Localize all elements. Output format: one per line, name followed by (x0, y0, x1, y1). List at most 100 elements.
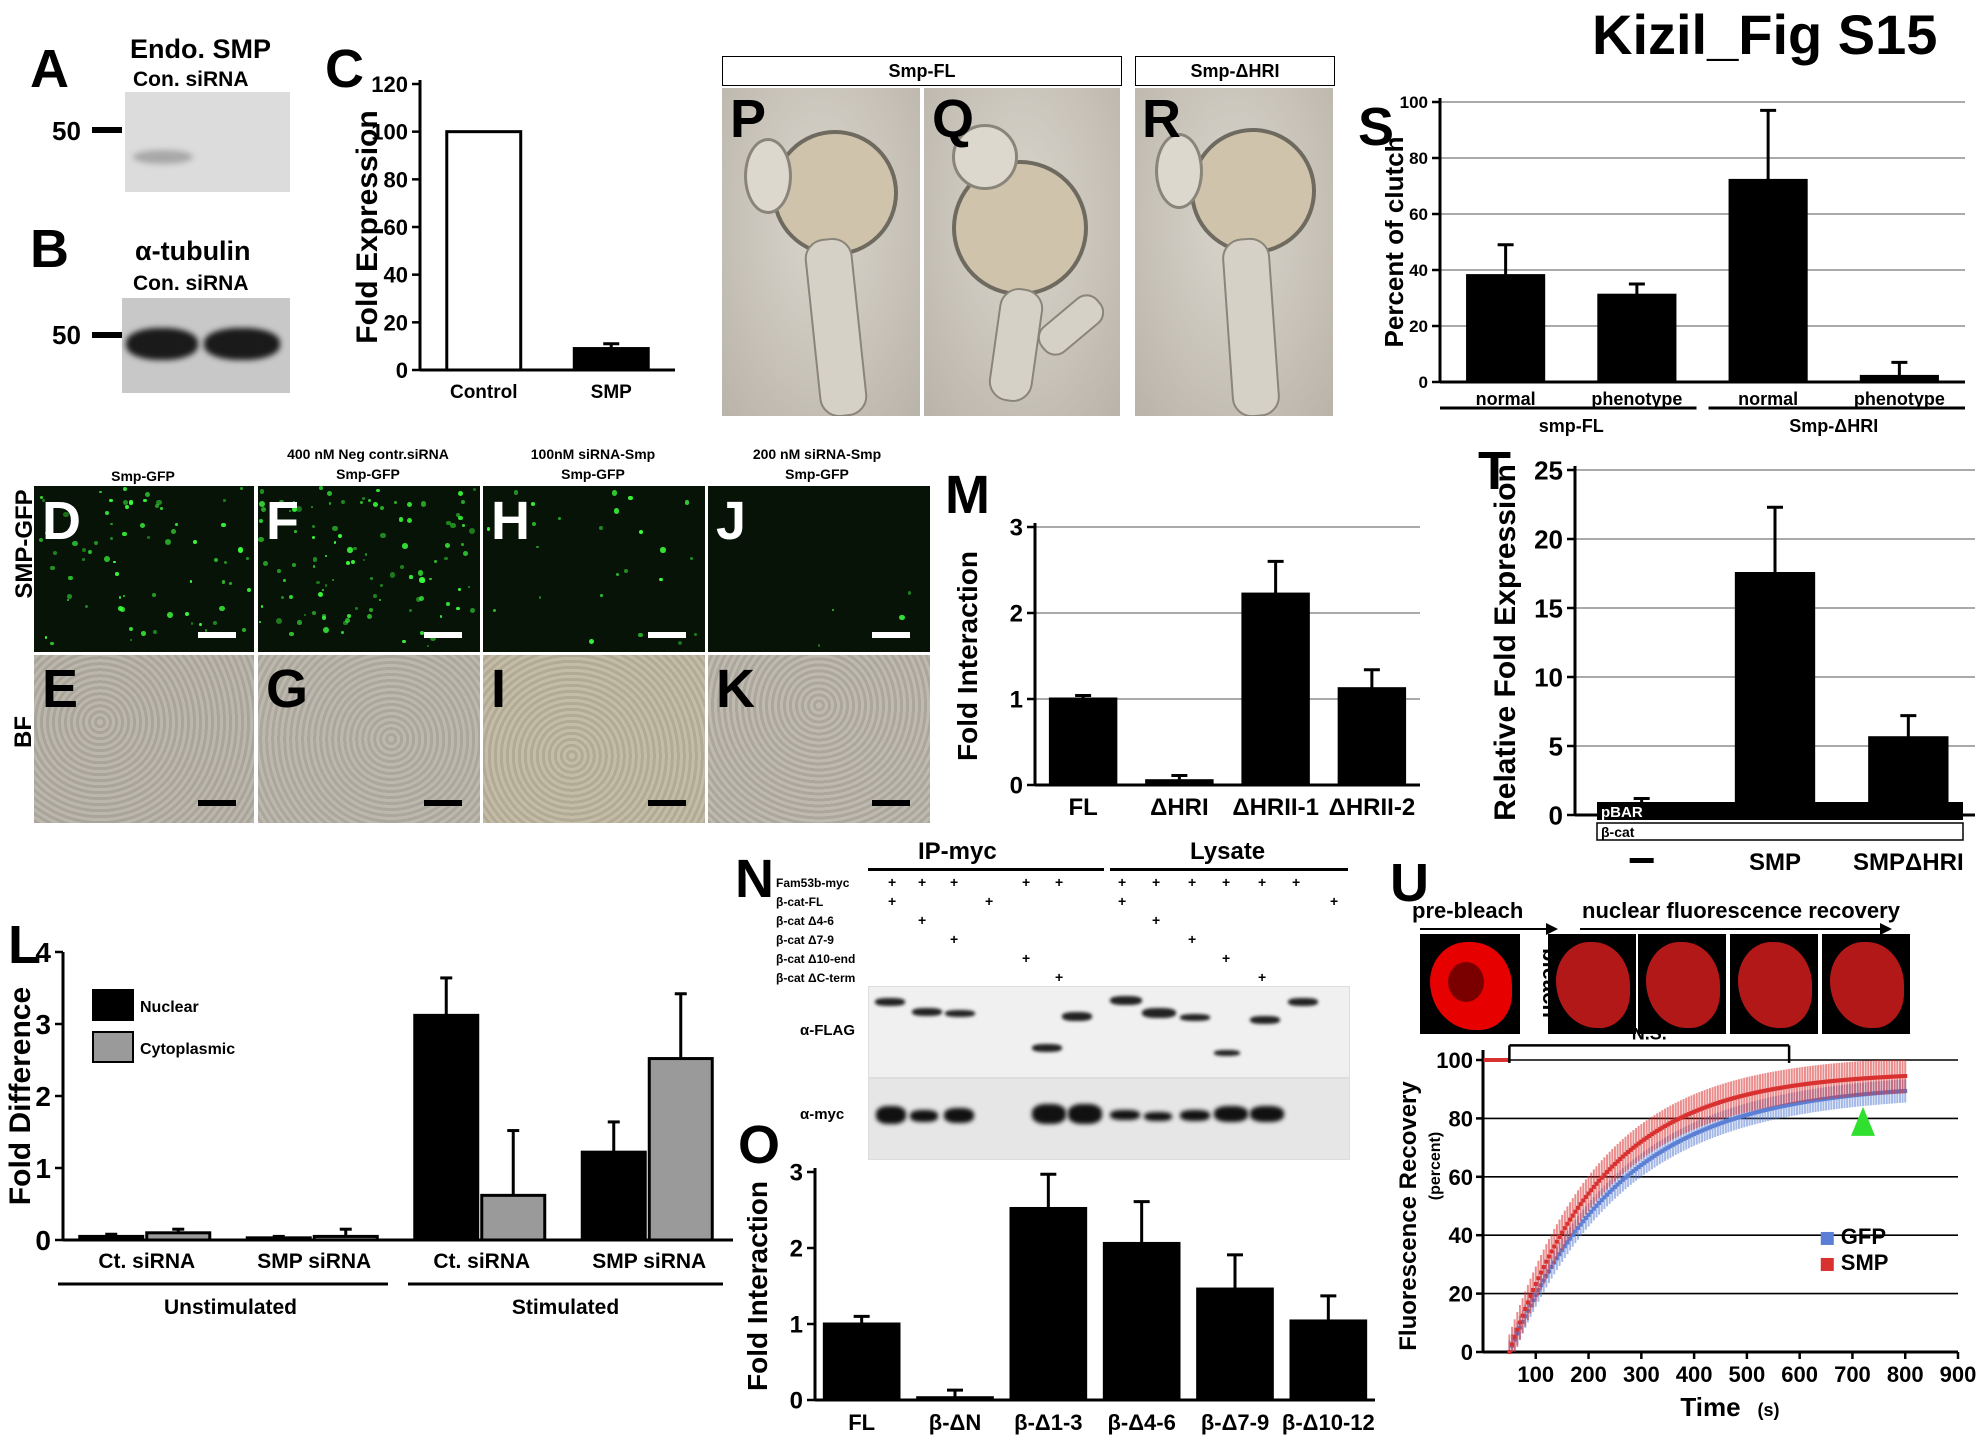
data-point-smp (1721, 1099, 1726, 1104)
gfp-speckle (486, 527, 491, 531)
gfp-speckle (39, 537, 44, 542)
x-tick-label: SMP siRNA (592, 1250, 706, 1273)
header-d: Smp-GFP (111, 468, 175, 484)
data-point-smp (1882, 1075, 1887, 1080)
gfp-speckle (326, 490, 332, 496)
y-tick-label: 3 (35, 1009, 51, 1040)
gfp-speckle (190, 622, 194, 625)
gfp-speckle (312, 611, 316, 615)
y-tick-label: 2 (35, 1081, 51, 1112)
y-tick-label: 100 (1436, 1048, 1473, 1073)
legend-swatch (1820, 1231, 1834, 1245)
data-point-smp (1515, 1327, 1520, 1332)
blot-n-plus: + (1055, 874, 1064, 890)
gfp-speckle (321, 588, 325, 592)
data-point-gfp (1636, 1165, 1641, 1170)
data-point-gfp (1586, 1212, 1591, 1217)
data-point-smp (1528, 1294, 1533, 1299)
gfp-speckle (907, 591, 912, 596)
gfp-speckle (532, 522, 537, 526)
gfp-speckle (292, 507, 298, 513)
blot-n-plus: + (1258, 874, 1267, 890)
data-point-prebleach (1491, 1058, 1496, 1062)
data-point-gfp (1742, 1113, 1747, 1118)
group-label: Stimulated (512, 1296, 619, 1319)
data-point-smp (1541, 1265, 1546, 1270)
gfp-speckle (373, 501, 379, 507)
scale-bar-k (872, 800, 910, 806)
data-point-smp (1626, 1149, 1631, 1154)
panel-a-marker: 50 (52, 116, 81, 146)
panel-b-subtitle: Con. siRNA (133, 272, 249, 295)
data-point-gfp (1602, 1195, 1607, 1200)
data-point-smp (1668, 1121, 1673, 1126)
panel-label-t: T (1478, 441, 1511, 501)
header-f-1: 400 nM Neg contr.siRNA (287, 446, 449, 462)
data-point-prebleach (1494, 1058, 1499, 1062)
gfp-speckle (324, 584, 327, 587)
gfp-speckle (531, 502, 536, 507)
data-point-smp (1766, 1088, 1770, 1093)
gfp-speckle (171, 528, 177, 534)
data-point-smp (1876, 1075, 1881, 1080)
header-j-1: 200 nM siRNA-Smp (752, 446, 882, 462)
x-tick-label: Control (450, 382, 518, 403)
y-tick-label: 0 (790, 1388, 803, 1415)
data-point-smp (1694, 1108, 1699, 1113)
gfp-speckle (616, 573, 620, 577)
data-point-smp (1692, 1109, 1697, 1114)
data-point-smp (1686, 1112, 1691, 1117)
x-tick-label: SMP (591, 382, 633, 403)
gfp-speckle (141, 631, 146, 636)
gfp-speckle (224, 561, 228, 565)
data-point-gfp (1763, 1108, 1768, 1113)
bar-nuclear (413, 1013, 480, 1242)
blot-band-myc (910, 1110, 938, 1122)
gfp-speckle (115, 572, 119, 577)
gfp-speckle (311, 524, 316, 529)
gfp-speckle (361, 496, 365, 500)
data-point-smp (1742, 1093, 1747, 1098)
data-point-gfp (1634, 1167, 1639, 1172)
data-point-smp (1525, 1300, 1530, 1305)
blot-n-flag-membrane (868, 986, 1350, 1078)
data-point-gfp (1773, 1105, 1778, 1110)
gfp-speckle (492, 608, 497, 612)
group-label: Smp-ΔHRI (1789, 416, 1878, 436)
panel-label-a: A (30, 39, 69, 99)
x-tick-label: 700 (1834, 1362, 1871, 1387)
data-point-smp (1855, 1076, 1860, 1081)
bar-3 (1102, 1241, 1181, 1402)
gfp-speckle (87, 550, 92, 555)
gfp-speckle (110, 522, 113, 526)
x-tick-label: FL (848, 1410, 875, 1435)
gfp-speckle (279, 500, 284, 505)
data-point-smp (1546, 1254, 1551, 1259)
data-point-gfp (1795, 1101, 1800, 1106)
data-point-smp (1834, 1078, 1839, 1083)
legend-swatch (1820, 1257, 1834, 1271)
gfp-speckle (124, 505, 129, 510)
x-tick-label: 400 (1676, 1362, 1713, 1387)
gfp-speckle (321, 615, 326, 620)
data-point-smp (1792, 1083, 1797, 1088)
y-tick-label: 20 (384, 310, 408, 335)
y-tick-label: 1 (790, 1312, 803, 1339)
gfp-speckle (45, 530, 50, 535)
y-tick-label: 60 (1409, 205, 1428, 224)
blot-band-flag (1214, 1050, 1240, 1056)
gfp-speckle (362, 559, 365, 562)
data-point-gfp (1729, 1117, 1734, 1122)
data-point-prebleach (1488, 1058, 1493, 1062)
y-tick-label: 10 (1534, 662, 1563, 692)
gfp-speckle (123, 487, 128, 492)
gfp-speckle (370, 577, 374, 581)
gfp-speckle (129, 638, 132, 642)
gfp-speckle (463, 550, 469, 556)
gfp-speckle (311, 535, 316, 540)
scale-bar-d (198, 632, 236, 638)
data-point-gfp (1684, 1135, 1689, 1140)
data-point-smp (1760, 1089, 1765, 1094)
data-point-smp (1544, 1259, 1549, 1264)
gfp-speckle (289, 631, 294, 637)
